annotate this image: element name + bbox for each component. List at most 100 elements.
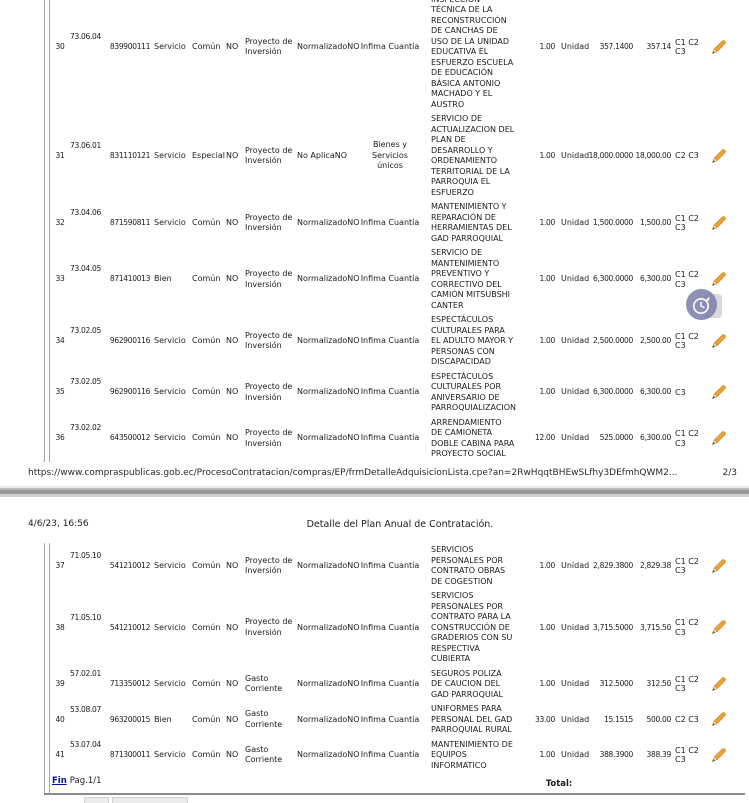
regime-type: Común — [192, 560, 221, 570]
unit-label: Unidad — [561, 679, 590, 688]
normalized-cell: No Aplica NO — [297, 151, 355, 162]
edit-pencil-icon[interactable] — [705, 711, 731, 728]
description-text: MANTENIMIENTO Y REPARACIÓN DE HERRAMIENT… — [431, 202, 512, 243]
object-type: Servicio — [154, 433, 186, 443]
cpc-code: 871590811 — [109, 217, 151, 227]
description-cell: ARRENDAMIENTO DE CAMIONETA DOBLE CABINA … — [425, 418, 529, 460]
flag-value: NO — [226, 41, 239, 51]
print-header: 4/6/23, 16:56 Detalle del Plan Anual de … — [0, 519, 749, 533]
edit-pencil-icon[interactable] — [705, 271, 731, 288]
quarter-flags: C3 — [675, 387, 686, 397]
normalized-flag: NO — [347, 217, 360, 227]
procedure-type: Infima Cuantía — [360, 679, 420, 688]
object-type: Servicio — [154, 387, 186, 397]
unit-price-value: 2,500.0000 — [593, 336, 633, 345]
total-label: Total: — [545, 779, 573, 789]
regime-type: Común — [192, 622, 221, 632]
timer-clock-icon[interactable] — [686, 289, 717, 320]
partida-code: 53.08.07 — [70, 704, 101, 714]
edit-pencil-icon[interactable] — [705, 619, 731, 636]
edit-pencil-icon[interactable] — [705, 558, 731, 575]
quarter-flags: C1 C2 C3 — [675, 745, 699, 765]
unit-price-value: 525.0000 — [599, 433, 634, 443]
cpc-code: 962900116 — [109, 336, 151, 345]
cutoff-button[interactable] — [112, 797, 188, 803]
row-number: 38 — [55, 622, 65, 632]
normalized-flag: NO — [347, 336, 360, 345]
flag-value: NO — [226, 336, 239, 345]
budget-type: Gasto Corriente — [245, 673, 283, 694]
normalized-flag: NO — [347, 714, 360, 724]
row-number: 30 — [55, 41, 65, 51]
edit-pencil-icon[interactable] — [705, 430, 731, 447]
page-break-separator — [0, 486, 749, 497]
table-row: 32 73.04.06 871590811 Servicio Común NO … — [52, 200, 749, 246]
unit-label: Unidad — [561, 217, 590, 227]
unit-label: Unidad — [561, 41, 590, 51]
description-text: ESPECTÁCULOS CULTURALES PARA EL ADULTO M… — [431, 315, 514, 366]
budget-type: Proyecto de Inversión — [245, 212, 293, 233]
description-cell: SERVICIOS PERSONALES POR CONTRATO PARA L… — [425, 591, 529, 665]
cutoff-button[interactable] — [84, 797, 109, 803]
normalized-cell: Normalizado NO — [297, 561, 360, 572]
quantity-value: 12.00 — [535, 433, 555, 443]
table-row: 41 53.07.04 871300011 Servicio Común NO … — [52, 738, 745, 774]
cpc-code: 839900111 — [109, 41, 151, 51]
edit-pencil-icon[interactable] — [705, 148, 731, 165]
normalized-cell: Normalizado NO — [297, 274, 360, 285]
table-row: 30 73.06.04 839900111 Servicio Común NO … — [52, 0, 749, 112]
cpc-code: 871300011 — [109, 750, 151, 759]
quantity-value: 33.00 — [535, 714, 555, 724]
row-number: 36 — [55, 433, 65, 443]
quarter-flags: C1 C2 C3 — [675, 213, 699, 233]
total-price-value: 6,300.00 — [640, 387, 671, 397]
edit-pencil-icon[interactable] — [705, 676, 731, 693]
normalized-cell: Normalizado NO — [297, 42, 360, 53]
procedure-type: Bienes y Servicios únicos — [372, 140, 408, 171]
fin-link[interactable]: Fin — [52, 776, 67, 786]
description-cell: SERVICIOS PERSONALES POR CONTRATO OBRAS … — [425, 545, 529, 587]
normalized-cell: Normalizado NO — [297, 336, 360, 347]
regime-type: Común — [192, 336, 221, 345]
flag-value: NO — [226, 217, 239, 227]
description-cell: MANTENIMIENTO Y REPARACIÓN DE HERRAMIENT… — [425, 202, 529, 244]
quarter-flags: C1 C2 C3 — [675, 270, 699, 289]
description-text: MANTENIMIENTO DE EQUIPOS INFORMATICO — [431, 739, 513, 770]
quarter-flags: C1 C2 C3 — [675, 429, 699, 448]
total-price-value: 500.00 — [646, 714, 672, 724]
description-cell: ESPECTÁCULOS CULTURALES PARA EL ADULTO M… — [425, 315, 529, 368]
flag-value: NO — [226, 274, 239, 284]
row-number: 40 — [55, 714, 65, 724]
unit-price-value: 18,000.0000 — [588, 150, 634, 160]
procurement-table-page1: 30 73.06.04 839900111 Servicio Común NO … — [44, 0, 749, 462]
total-price-value: 312.50 — [646, 679, 672, 688]
row-number: 34 — [55, 336, 65, 345]
edit-pencil-icon[interactable] — [705, 215, 731, 232]
normalized-flag: NO — [347, 679, 360, 688]
cpc-code: 541210012 — [109, 622, 151, 632]
regime-type: Común — [192, 387, 221, 397]
total-price-value: 388.39 — [646, 750, 672, 759]
unit-label: Unidad — [561, 560, 590, 570]
partida-code: 73.06.01 — [70, 140, 101, 150]
pagination-bar: Fin Pag.1/1 — [52, 776, 102, 786]
unit-label: Unidad — [561, 336, 590, 345]
total-price-value: 357.14 — [646, 41, 672, 51]
description-text: ARRENDAMIENTO DE CAMIONETA DOBLE CABINA … — [431, 417, 515, 459]
total-price-value: 6,300.00 — [640, 433, 671, 443]
table-row: 31 73.06.01 831110121 Servicio Especial … — [52, 112, 749, 200]
regime-type: Común — [192, 41, 221, 51]
edit-pencil-icon[interactable] — [705, 333, 731, 350]
description-text: SERVICIOS PERSONALES POR CONTRATO PARA L… — [431, 591, 513, 663]
table-row: 35 73.02.05 962900116 Servicio Común NO … — [52, 370, 749, 416]
floating-timer-widget[interactable] — [686, 289, 722, 323]
page-title: Detalle del Plan Anual de Contratación. — [306, 519, 494, 530]
total-price-value: 6,300.00 — [640, 274, 671, 284]
unit-label: Unidad — [561, 150, 590, 160]
edit-pencil-icon[interactable] — [705, 39, 731, 56]
normalized-label: Normalizado — [297, 750, 348, 759]
edit-pencil-icon[interactable] — [705, 384, 731, 401]
total-price-value: 2,500.00 — [640, 336, 671, 345]
procedure-type: Infima Cuantía — [360, 560, 420, 570]
edit-pencil-icon[interactable] — [705, 747, 731, 764]
